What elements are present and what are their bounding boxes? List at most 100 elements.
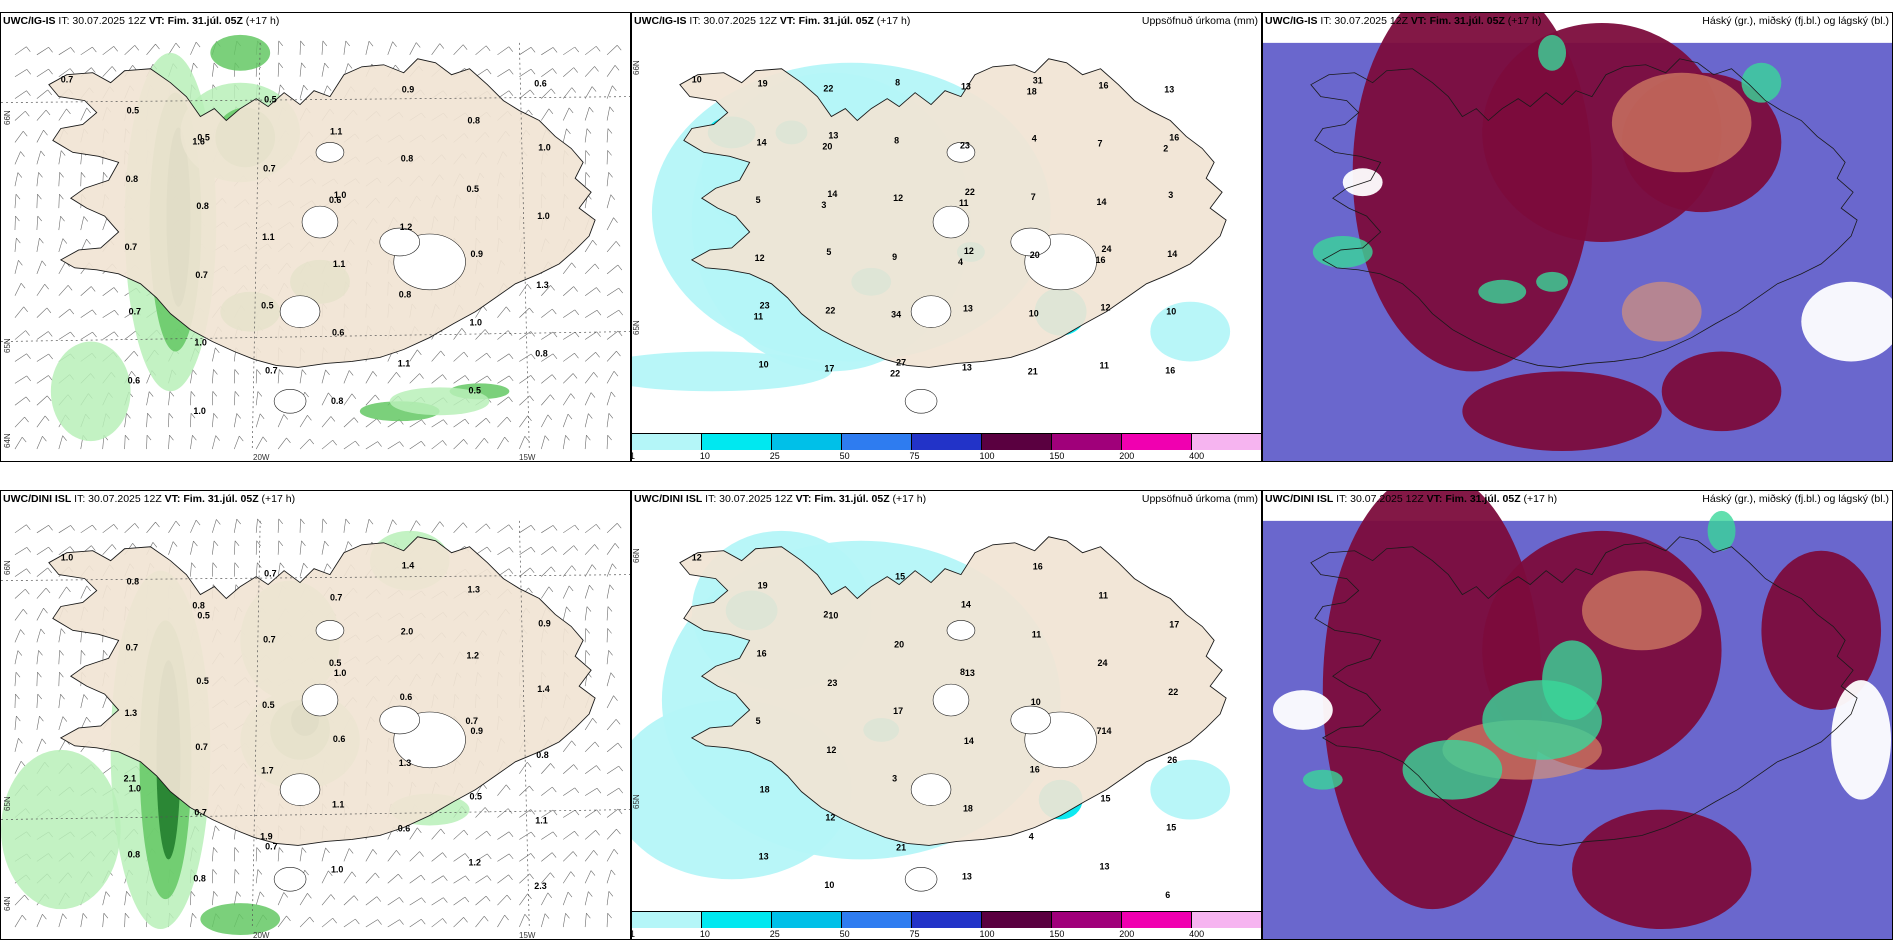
wind-barb <box>387 41 393 55</box>
wind-barb-flag <box>66 586 71 593</box>
glacier <box>379 227 420 257</box>
wind-barb <box>541 852 553 862</box>
value-label: 1.2 <box>469 857 481 867</box>
wind-barb-flag <box>26 547 32 553</box>
wind-barb <box>124 891 127 906</box>
value-labels: 1.00.51.00.91.00.71.40.90.50.60.50.80.72… <box>61 553 551 892</box>
map-top-left: 0.70.51.00.90.70.70.91.00.81.11.00.60.50… <box>1 34 630 452</box>
wind-barb-flag <box>236 413 241 419</box>
wind-barb-flag <box>594 741 600 748</box>
wind-barb <box>321 540 325 555</box>
wind-barb-flag <box>530 375 536 381</box>
legend-label: 100 <box>979 451 995 461</box>
wind-barb-flag <box>38 172 43 178</box>
wind-barb <box>584 107 590 121</box>
value-label: 7 <box>1098 138 1103 148</box>
wind-barb <box>14 46 27 56</box>
wind-barb-flag <box>574 331 580 338</box>
value-label: 1.0 <box>193 406 205 416</box>
wind-barb <box>563 373 574 384</box>
wind-barb <box>453 375 466 384</box>
low-cloud-blob <box>1536 271 1569 292</box>
wind-barb <box>387 919 400 928</box>
wind-barb-flag <box>463 439 468 445</box>
wind-barb-flag <box>307 893 312 899</box>
glacier <box>315 142 345 163</box>
wind-barb-flag <box>396 850 401 856</box>
wind-barb-flag <box>92 309 97 315</box>
glacier <box>279 773 321 806</box>
wind-barb-flag <box>324 540 329 547</box>
wind-barb-flag <box>86 585 91 592</box>
wind-barb-flag <box>280 562 285 569</box>
value-label: 0.5 <box>264 95 276 105</box>
wind-barb-flag <box>155 43 160 50</box>
glacier <box>932 205 970 239</box>
wind-barb <box>475 853 488 862</box>
value-label: 22 <box>890 368 900 378</box>
wind-barb-flag <box>114 331 119 337</box>
legend-swatch <box>772 912 842 928</box>
wind-barb <box>497 808 509 818</box>
wind-barb-flag <box>326 85 332 91</box>
glacier <box>904 867 938 892</box>
wind-barb-flag <box>26 353 31 359</box>
wind-barb-flag <box>528 109 533 116</box>
wind-barb-flag <box>62 435 67 441</box>
wind-barb-flag <box>172 541 178 547</box>
wind-barb-flag <box>60 628 66 634</box>
wind-barb <box>14 151 21 165</box>
wind-barb-flag <box>596 809 601 815</box>
wind-barb-flag <box>416 42 421 48</box>
low-cloud-blob <box>1478 279 1527 304</box>
wind-barb-flag <box>443 875 448 881</box>
legend-swatch <box>982 912 1052 928</box>
wind-barb <box>409 349 418 362</box>
value-label: 12 <box>825 813 835 823</box>
wind-barb <box>277 414 285 428</box>
wind-barb-flag <box>42 914 47 920</box>
value-label: 0.5 <box>329 658 341 668</box>
value-label: 14 <box>1102 726 1112 736</box>
wind-barb-flag <box>257 869 263 875</box>
wind-barb <box>519 353 532 362</box>
wind-barb-flag <box>376 896 382 902</box>
wind-barb-flag <box>585 172 591 178</box>
wind-barb-flag <box>485 45 491 51</box>
glacier <box>273 867 307 892</box>
wind-barb <box>146 435 148 450</box>
value-label: 34 <box>891 310 901 320</box>
value-label: 0.5 <box>261 301 273 311</box>
legend-label: 400 <box>1189 929 1205 939</box>
wind-barb-flag <box>192 369 197 375</box>
wind-barb-flag <box>574 46 580 53</box>
wind-barb-flag <box>193 62 198 69</box>
wind-barb <box>80 694 85 709</box>
value-label: 1.2 <box>400 222 412 232</box>
wind-barb <box>519 809 531 818</box>
wind-barb <box>584 544 595 555</box>
wind-barb <box>475 830 487 840</box>
lat-label-64: 64N <box>3 433 12 448</box>
wind-barb <box>584 240 593 253</box>
wind-barb <box>277 518 280 533</box>
wind-barb <box>343 417 355 428</box>
value-label: 14 <box>964 736 974 746</box>
wind-barb <box>14 588 26 599</box>
wind-barb-flag <box>37 215 42 222</box>
wind-barb <box>541 68 553 77</box>
value-label: 1.3 <box>468 585 480 595</box>
value-label: 22 <box>1168 687 1178 697</box>
wind-barb-flag <box>618 309 624 316</box>
wind-barb <box>58 435 63 450</box>
wind-barb <box>190 913 193 928</box>
wind-barb <box>541 872 551 884</box>
wind-barb-flag <box>530 831 536 838</box>
lat-label-65: 65N <box>632 794 641 809</box>
wind-barb-flag <box>550 566 556 572</box>
value-label: 24 <box>1098 658 1108 668</box>
wind-barb-flag <box>529 395 534 401</box>
wind-barb-flag <box>617 330 623 337</box>
value-label: 0.5 <box>470 792 482 802</box>
wind-barb-flag <box>574 787 580 794</box>
